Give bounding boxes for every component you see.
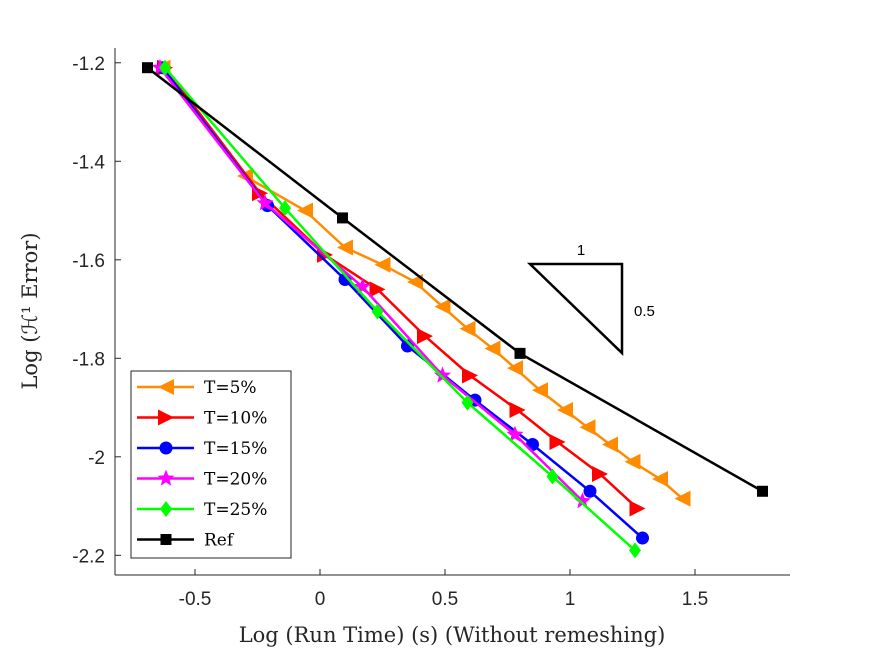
data-point <box>159 59 171 76</box>
axes <box>114 48 790 576</box>
data-point <box>579 419 596 436</box>
data-point <box>652 470 668 487</box>
y-tick-label: -2 <box>88 448 105 469</box>
y-axis-label: Log (ℋ¹ Error) <box>18 232 42 389</box>
data-point <box>592 466 608 483</box>
y-tick-label: -1.6 <box>72 251 105 272</box>
data-point <box>506 425 524 442</box>
data-point <box>337 239 353 256</box>
data-point <box>369 281 386 298</box>
data-point <box>509 402 526 419</box>
slope-rise-label: 0.5 <box>634 303 655 320</box>
legend-marker <box>160 534 172 545</box>
data-point <box>462 367 478 384</box>
data-point <box>549 434 566 451</box>
legend-item: T=25% <box>137 500 267 520</box>
legend-item: T=15% <box>137 439 267 459</box>
data-point <box>461 394 474 411</box>
data-point <box>371 303 384 320</box>
data-point <box>602 436 618 453</box>
data-point <box>636 531 649 545</box>
x-tick-label: 0 <box>315 589 326 610</box>
data-point <box>353 277 372 295</box>
legend-marker <box>158 409 174 426</box>
legend-item: Ref <box>137 531 235 551</box>
legend-label: T=10% <box>204 409 267 429</box>
data-point <box>532 382 548 399</box>
x-tick-label: -0.5 <box>179 589 212 610</box>
x-tick-label: 1.5 <box>682 589 708 610</box>
series-line <box>159 66 584 502</box>
data-point <box>337 212 348 224</box>
slope-triangle: 1 0.5 <box>526 242 655 356</box>
y-tick-label: -2.2 <box>72 546 105 567</box>
legend-label: T=15% <box>204 439 267 459</box>
data-point <box>374 256 391 273</box>
data-point <box>256 194 274 211</box>
legend-label: Ref <box>204 531 235 551</box>
legend-item: T=10% <box>137 409 267 429</box>
x-axis-label: Log (Run Time) (s) (Without remeshing) <box>239 623 666 647</box>
x-tick-label: 0.5 <box>432 589 458 610</box>
y-tick-label: -1.8 <box>72 349 105 370</box>
legend-marker <box>159 441 173 455</box>
series-t-25- <box>159 59 641 559</box>
data-point <box>557 402 573 419</box>
data-point <box>407 273 423 290</box>
x-tick-label: 1 <box>565 589 576 610</box>
data-point <box>279 200 291 217</box>
data-point <box>757 485 768 497</box>
data-point <box>507 360 523 377</box>
data-point <box>624 453 641 470</box>
data-point <box>484 340 501 357</box>
legend-label: T=5% <box>204 378 257 398</box>
legend-marker <box>160 501 172 517</box>
series-t-5- <box>154 59 691 507</box>
data-point <box>417 328 433 345</box>
data-point <box>459 320 476 337</box>
data-point <box>629 500 646 517</box>
series-t-10- <box>157 59 646 517</box>
data-point <box>583 484 597 498</box>
data-point <box>142 62 153 74</box>
legend-marker <box>158 379 174 395</box>
legend-label: T=20% <box>204 470 267 490</box>
data-point <box>674 490 691 507</box>
data-point <box>434 298 451 315</box>
legend-item: T=5% <box>137 378 257 398</box>
legend-label: T=25% <box>204 500 267 520</box>
data-point <box>401 339 414 353</box>
y-tick-label: -1.2 <box>72 54 105 75</box>
slope-run-label: 1 <box>577 242 585 259</box>
data-point <box>433 366 452 383</box>
y-tick-label: -1.4 <box>72 152 105 173</box>
data-point <box>629 542 641 559</box>
series-line <box>164 66 639 510</box>
data-point <box>514 347 526 359</box>
series-line <box>164 66 636 552</box>
series-line <box>146 66 764 493</box>
series-ref <box>142 62 768 497</box>
data-point <box>573 492 592 509</box>
data-point <box>297 202 313 219</box>
legend-item: T=20% <box>137 469 267 490</box>
legend-marker <box>157 469 175 486</box>
data-point <box>546 468 559 485</box>
legend: T=5% T=10% T=15% T=20% T=25% Ref <box>130 370 292 559</box>
